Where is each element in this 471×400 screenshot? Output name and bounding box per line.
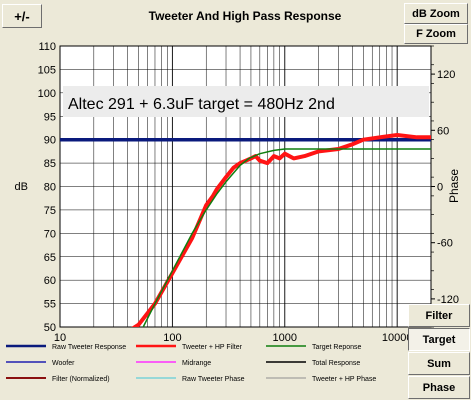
y-tick-label: 50 bbox=[44, 322, 56, 334]
tab-filter[interactable]: Filter bbox=[408, 304, 470, 327]
y2-axis-label: Phase bbox=[447, 169, 461, 203]
legend-label: Total Response bbox=[312, 360, 360, 367]
y-tick-labels: 50 55 60 65 70 75 80 85 90 95 100 105 110 bbox=[38, 41, 56, 334]
x-tick-label: 10 bbox=[54, 332, 66, 344]
series-line-target-reponse bbox=[142, 148, 431, 327]
y-tick-label: 80 bbox=[44, 182, 56, 194]
legend: Raw Tweeter Response Tweeter + HP Filter T… bbox=[6, 344, 376, 383]
x-tick-label: 1000 bbox=[273, 332, 297, 344]
db-zoom-button[interactable]: dB Zoom bbox=[404, 3, 468, 24]
legend-label: Tweeter + HP Phase bbox=[312, 376, 376, 383]
x-tick-labels: 10 100 1000 10000 bbox=[54, 332, 413, 344]
legend-label: Raw Tweeter Response bbox=[52, 344, 126, 351]
y-tick-label: 55 bbox=[44, 299, 56, 311]
legend-label: Tweeter + HP Filter bbox=[182, 344, 243, 351]
legend-label: Filter (Normalized) bbox=[52, 376, 110, 383]
legend-label: Midrange bbox=[182, 360, 211, 367]
y2-tick-label: 0 bbox=[437, 182, 443, 194]
y-tick-label: 85 bbox=[44, 158, 56, 170]
tab-target[interactable]: Target bbox=[408, 328, 470, 351]
x-tick-label: 100 bbox=[163, 332, 181, 344]
tab-phase[interactable]: Phase bbox=[408, 376, 470, 399]
y-tick-label: 70 bbox=[44, 228, 56, 240]
y-tick-label: 100 bbox=[38, 88, 56, 100]
plus-minus-button[interactable]: +/- bbox=[2, 4, 42, 28]
y2-tick-label: -60 bbox=[437, 238, 453, 250]
annotation-text: Altec 291 + 6.3uF target = 480Hz 2nd bbox=[68, 96, 335, 113]
chart-title: Tweeter And High Pass Response bbox=[148, 9, 342, 23]
tab-sum[interactable]: Sum bbox=[408, 352, 470, 375]
annotation-box bbox=[63, 86, 429, 117]
y-tick-label: 105 bbox=[38, 64, 56, 76]
legend-label: Target Reponse bbox=[312, 344, 362, 351]
y-tick-label: 110 bbox=[38, 41, 56, 53]
y-tick-label: 95 bbox=[44, 111, 56, 123]
y2-tick-label: 120 bbox=[437, 69, 455, 81]
y-tick-label: 65 bbox=[44, 252, 56, 264]
y-tick-label: 75 bbox=[44, 205, 56, 217]
plot-area bbox=[59, 45, 432, 328]
grid bbox=[59, 45, 432, 328]
y2-tick-label: 60 bbox=[437, 125, 449, 137]
series-lines bbox=[60, 133, 431, 327]
y-tick-label: 60 bbox=[44, 275, 56, 287]
series-line-tweeter-hp-filter bbox=[131, 133, 431, 327]
legend-label: Raw Tweeter Phase bbox=[182, 376, 245, 383]
y-axis-label: dB bbox=[15, 181, 28, 193]
f-zoom-button[interactable]: F Zoom bbox=[404, 24, 468, 44]
legend-label: Woofer bbox=[52, 360, 75, 367]
y-tick-label: 90 bbox=[44, 135, 56, 147]
